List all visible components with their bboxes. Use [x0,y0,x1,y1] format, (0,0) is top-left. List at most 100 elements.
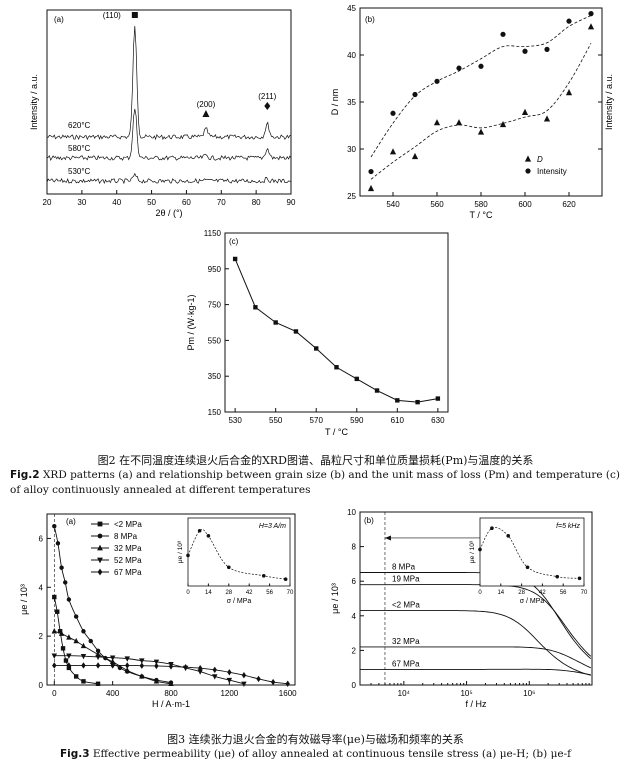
data-point [500,31,506,37]
y-tick-label: 30 [347,145,356,154]
data-point [521,108,529,115]
data-point [566,18,572,24]
xrd-line [46,172,292,185]
y-tick-label: 0 [352,681,357,690]
y-axis-label: μe / 10³ [19,584,29,615]
inset-point [490,526,494,530]
inset-point [577,576,582,581]
data-point [477,128,485,135]
y-tick-label: 350 [208,372,222,381]
legend-marker [525,168,531,174]
data-point [241,681,247,687]
fig3-caption-cn: 图3 连续张力退火合金的有效磁导率(μe)与磁场和频率的关系 [167,733,464,746]
data-point [565,89,573,96]
x-tick-label: 40 [112,198,121,207]
x-tick-label: 400 [106,689,120,698]
y-tick-label: 950 [208,265,222,274]
permeability-curve [360,584,592,657]
fig2-caption-cn: 图2 在不同温度连续退火后合金的XRD图谱、晶粒尺寸和单位质量损耗(Pm)与温度… [97,454,534,467]
legend-label: 8 MPa [114,532,138,541]
permeability-curve [360,668,591,676]
inset-tick-label: 70 [581,590,588,596]
legend-label: 32 MPa [114,544,142,553]
data-point [456,65,462,71]
data-point [367,184,375,192]
plot-frame [359,511,593,686]
data-point [51,653,57,659]
x-tick-label: 530 [228,416,242,425]
legend-label: 52 MPa [114,556,142,565]
data-point [197,669,203,675]
data-point [73,614,79,619]
data-point [395,398,400,403]
panel-label: (a) [54,15,64,24]
data-point [522,48,528,54]
data-point [153,678,160,684]
grain-size-chart: 540 560 580 600 620 25 30 35 40 45 (b) T / °C D / nm… [330,4,614,220]
data-point [256,675,261,683]
data-point [95,654,101,661]
x-tick-label: 0 [52,689,57,698]
inset-tick-label: 42 [246,590,253,596]
y-tick-label: 6 [352,577,357,586]
data-point [226,677,233,684]
permeability-curve [53,526,172,684]
x-tick-label: 600 [518,200,532,209]
y-axis-label: D / nm [330,89,340,116]
x-tick-label: 20 [43,198,52,207]
data-point [455,119,463,126]
x-tick-label: 30 [77,198,86,207]
data-point [81,679,86,684]
inset-y-label: μe / 10³ [469,540,476,563]
arrow-head [384,535,391,541]
data-point [95,648,101,653]
y-tick-label: 0 [39,681,44,690]
legend-label: Intensity [537,167,567,176]
y-tick-label: 25 [347,192,356,201]
inset-point [478,547,482,552]
x-tick-label: 800 [164,689,178,698]
data-point [227,669,232,676]
data-point [55,609,60,614]
inset-label: f=5 kHz [556,523,580,530]
data-point [389,148,397,155]
inset-tick-label: 14 [205,590,212,596]
inset-point [283,577,288,581]
y-axis-label: Pm / (W·kg-1) [186,295,196,351]
legend-label: 67 MPa [114,568,142,577]
data-point [52,524,57,529]
x-tick-label: 570 [310,416,324,425]
x-tick-label: 1200 [220,689,238,698]
inset-tick-label: 28 [518,590,525,596]
x-tick-label: 620 [562,200,576,209]
y-axis-label: μe / 10³ [330,583,340,614]
y-tick-label: 8 [352,543,357,552]
legend-marker [524,155,532,162]
data-point [478,63,484,69]
data-point [81,662,86,669]
y-tick-label: 4 [39,583,44,592]
data-point [52,594,57,600]
y-tick-label: 45 [347,4,356,13]
data-point [66,597,72,602]
inset-point [186,553,190,558]
data-point [57,629,63,634]
xrd-line [46,108,292,161]
data-point [109,658,116,664]
x-tick-label: 1600 [279,689,297,698]
peak-label: (211) [258,92,276,101]
data-point [139,658,145,664]
data-point [587,23,595,30]
fig3-caption-en: Fig.3 Effective permeability (μe) of all… [0,747,631,762]
data-point [52,662,57,669]
legend-marker [97,521,103,527]
x-tick-label: 540 [386,200,400,209]
inset-x-label: σ / MPa [227,598,252,605]
peak-marker [131,12,138,18]
plot-frame [46,9,292,195]
x-tick-label: 50 [147,198,156,207]
data-point [183,663,188,671]
data-point [293,329,299,334]
fig2-caption-text: XRD patterns (a) and relationship betwee… [10,469,620,496]
inset-point [197,528,202,533]
